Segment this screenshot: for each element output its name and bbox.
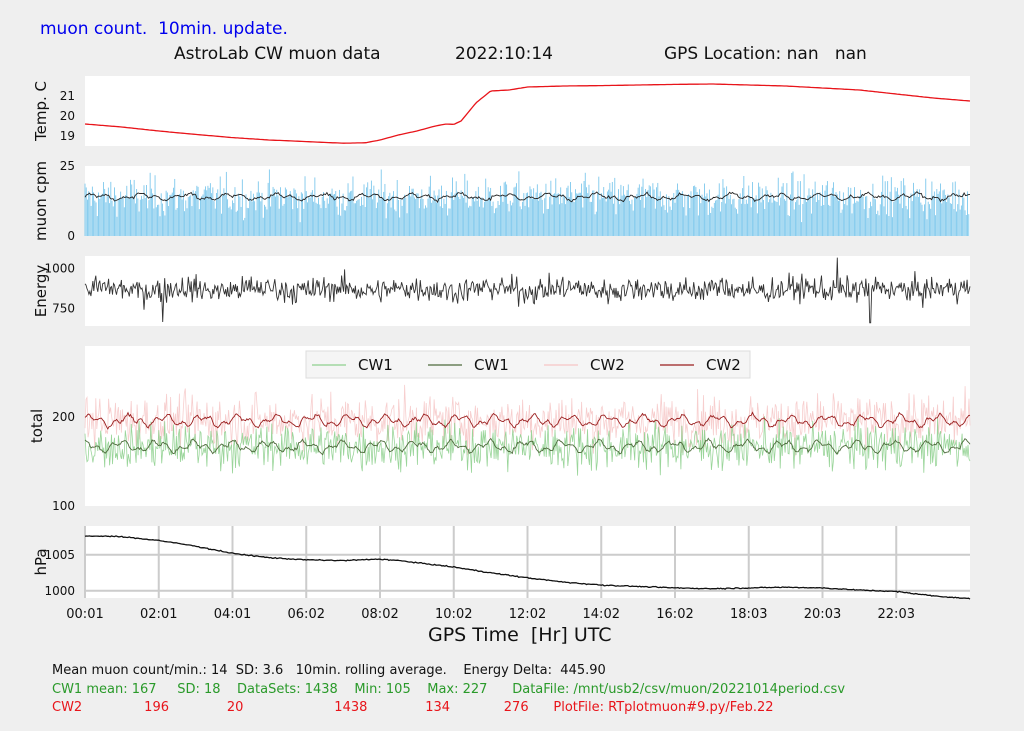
y-tick-label: 100 — [52, 499, 75, 513]
legend-label: CW1 — [474, 356, 509, 374]
x-tick-label: 18:03 — [730, 607, 767, 622]
series-muon-average — [84, 191, 970, 204]
chart-title: AstroLab CW muon data — [174, 44, 381, 64]
chart-date: 2022:10:14 — [455, 44, 553, 64]
series-cw2-average — [84, 411, 971, 430]
y-tick-label: 19 — [60, 129, 75, 143]
y-tick-label: 750 — [52, 302, 75, 316]
stats-line-cw1: CW1 mean: 167 SD: 18 DataSets: 1438 Min:… — [52, 682, 846, 697]
stats-line-cw2: CW2 196 20 1438 134 276 PlotFile: RTplot… — [52, 700, 774, 715]
series-cw1-average — [84, 437, 971, 456]
figure-suptitle: muon count. 10min. update. — [40, 19, 288, 39]
series-cw2-raw — [84, 384, 971, 457]
y-tick-label: 1005 — [44, 548, 75, 562]
x-tick-label: 12:02 — [509, 607, 546, 622]
y-tick-label: 25 — [60, 159, 75, 173]
y-tick-label: 20 — [60, 109, 75, 123]
y-tick-label: 1000 — [44, 262, 75, 276]
x-tick-label: 02:01 — [140, 607, 177, 622]
x-tick-label: 08:02 — [361, 607, 398, 622]
x-tick-label: 22:03 — [878, 607, 915, 622]
legend-label: CW2 — [590, 356, 625, 374]
x-tick-label: 04:01 — [214, 607, 251, 622]
y-tick-label: 21 — [60, 89, 75, 103]
chart-gps-location: GPS Location: nan nan — [664, 44, 867, 64]
series-temperature — [84, 83, 971, 144]
y-tick-label: 200 — [52, 410, 75, 424]
stats-line-muon: Mean muon count/min.: 14 SD: 3.6 10min. … — [52, 663, 606, 678]
series-pressure — [84, 535, 971, 600]
series-energy — [84, 257, 971, 324]
y-axis-label: muon cpm — [32, 161, 50, 241]
y-axis-label: Energy — [32, 265, 50, 318]
x-tick-label: 06:02 — [288, 607, 325, 622]
x-axis-label: GPS Time [Hr] UTC — [428, 624, 612, 646]
legend-label: CW2 — [706, 356, 741, 374]
y-axis-label: total — [28, 409, 46, 443]
x-tick-label: 10:02 — [435, 607, 472, 622]
y-axis-label: Temp. C — [32, 81, 50, 142]
x-tick-label: 16:02 — [656, 607, 693, 622]
y-axis-label: hPa — [32, 548, 50, 575]
x-tick-label: 00:01 — [66, 607, 103, 622]
y-tick-label: 0 — [67, 229, 75, 243]
legend-label: CW1 — [358, 356, 393, 374]
x-tick-label: 14:02 — [583, 607, 620, 622]
y-tick-label: 1000 — [44, 584, 75, 598]
x-tick-label: 20:03 — [804, 607, 841, 622]
